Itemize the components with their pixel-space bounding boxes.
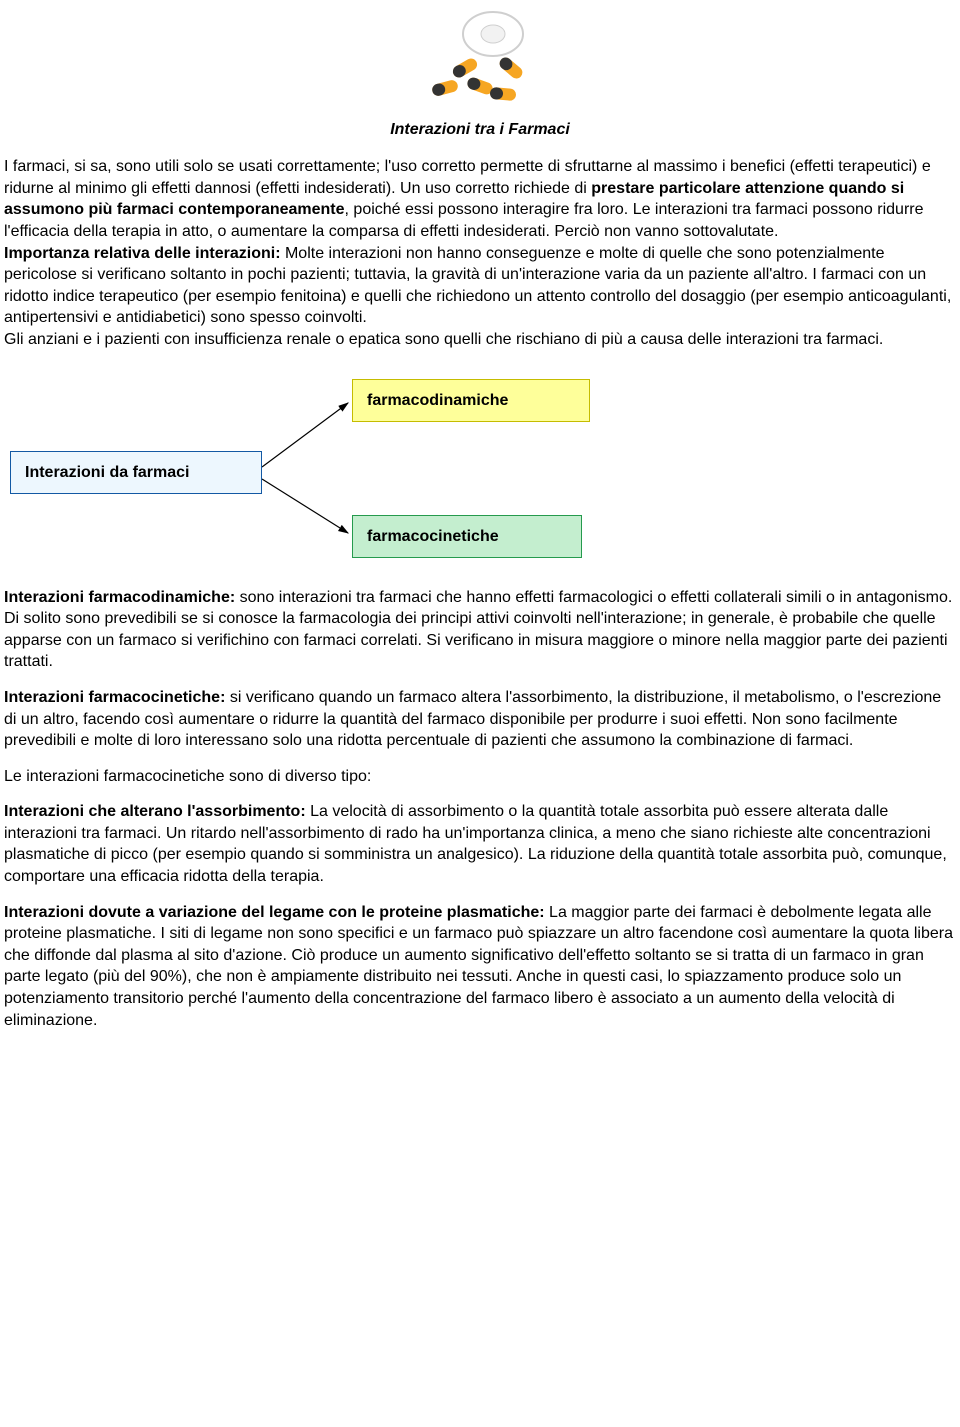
farmacodinamiche-paragraph: Interazioni farmacodinamiche: sono inter… [4,587,956,673]
legame-proteine-heading: Interazioni dovute a variazione del lega… [4,904,545,921]
legame-proteine-paragraph: Interazioni dovute a variazione del lega… [4,902,956,1032]
diagram-bottom-label: farmacocinetiche [367,528,499,545]
diagram-farmacocinetiche-box: farmacocinetiche [352,515,582,559]
farmacocinetiche-paragraph: Interazioni farmacocinetiche: si verific… [4,687,956,752]
assorbimento-heading: Interazioni che alterano l'assorbimento: [4,803,306,820]
diagram-source-box: Interazioni da farmaci [10,451,262,495]
intro-paragraph: I farmaci, si sa, sono utili solo se usa… [4,156,956,350]
farmacocinetiche-heading: Interazioni farmacocinetiche: [4,689,225,706]
types-intro: Le interazioni farmacocinetiche sono di … [4,766,956,788]
importance-tail: Gli anziani e i pazienti con insufficien… [4,331,883,348]
pills-icon [415,8,545,106]
importance-heading: Importanza relativa delle interazioni: [4,245,281,262]
interaction-diagram: Interazioni da farmaci farmacodinamiche … [4,367,704,577]
farmacodinamiche-heading: Interazioni farmacodinamiche: [4,589,235,606]
diagram-top-label: farmacodinamiche [367,392,508,409]
diagram-farmacodinamiche-box: farmacodinamiche [352,379,590,423]
diagram-source-label: Interazioni da farmaci [25,464,190,481]
document-page: Interazioni tra i Farmaci I farmaci, si … [0,8,960,1065]
assorbimento-paragraph: Interazioni che alterano l'assorbimento:… [4,801,956,887]
legame-proteine-body: La maggior parte dei farmaci è debolment… [4,904,953,1029]
header-illustration [4,8,956,113]
page-title: Interazioni tra i Farmaci [4,119,956,141]
